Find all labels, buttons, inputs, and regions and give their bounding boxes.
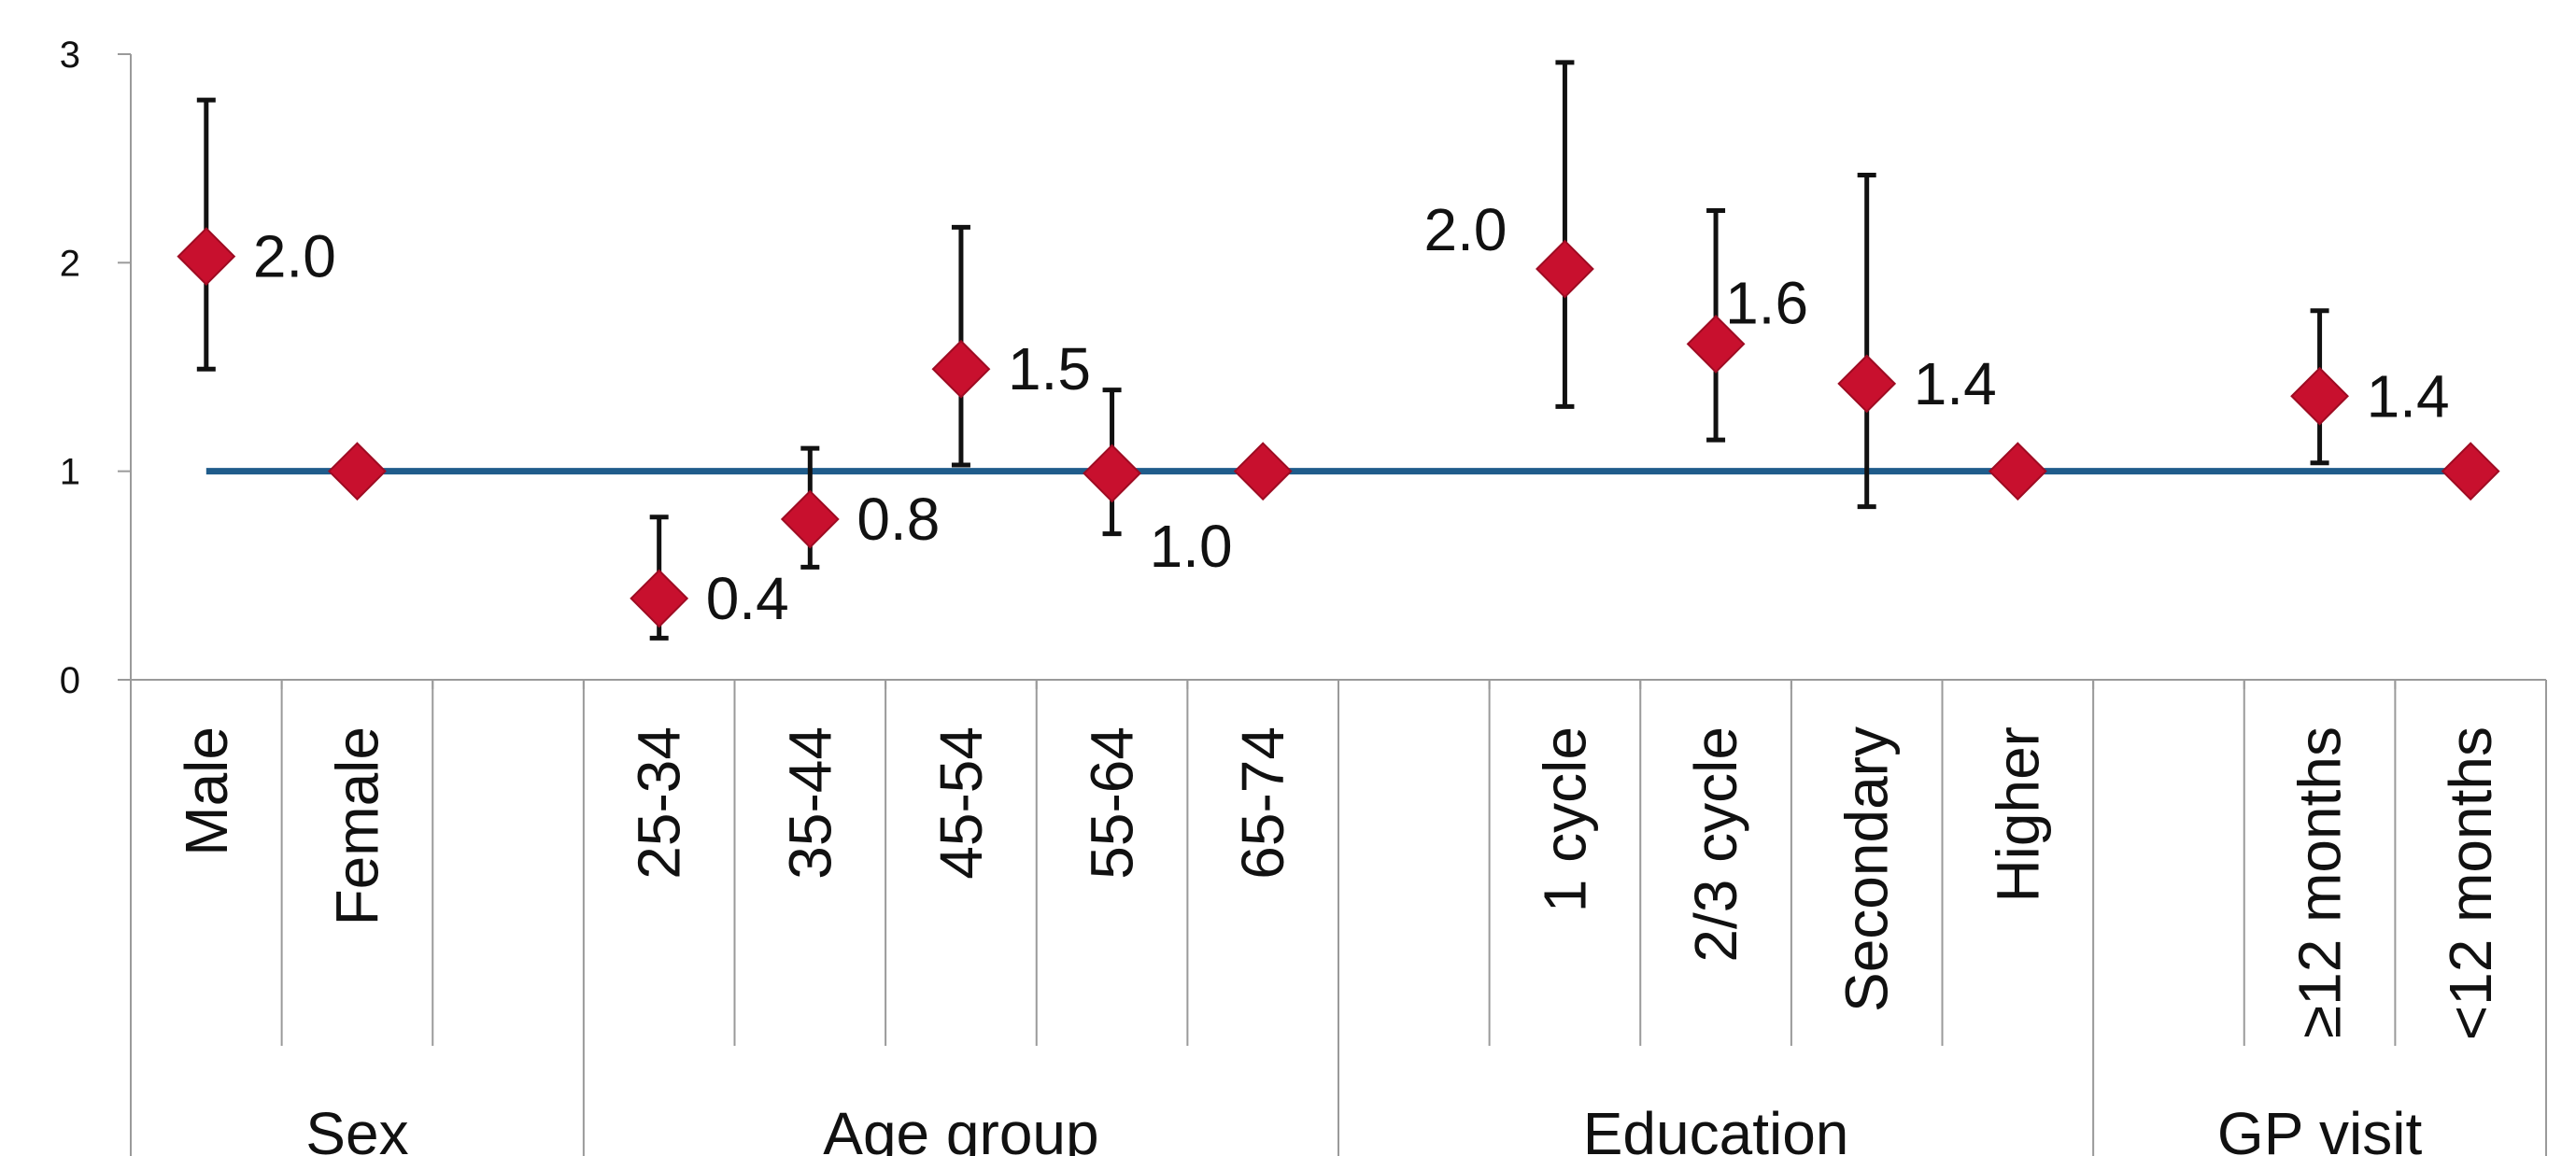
y-axis-ticks: 0 1 2 3 [60,35,131,701]
axes [130,54,2547,1156]
error-bars [196,60,2329,641]
data-point-marker [1988,442,2047,501]
group-label: Sex [305,1100,408,1156]
category-label: Secondary [1833,726,1901,1012]
data-point-marker [630,569,689,628]
data-label: 1.0 [1150,513,1233,580]
data-point-marker [1083,444,1141,503]
y-tick-label: 1 [60,452,80,493]
data-label: 0.4 [706,565,789,632]
category-label: 25-34 [626,726,693,880]
category-label: ≥12 months [2286,726,2354,1038]
data-label: 0.8 [856,486,940,553]
category-label: 1 cycle [1531,726,1598,912]
y-tick-label: 2 [60,243,80,284]
category-label: Higher [1984,726,2051,903]
data-point-marker [177,227,236,287]
category-label: 45-54 [927,726,995,880]
data-point-marker [780,489,840,549]
data-point-marker [2290,366,2349,426]
category-label: Female [323,726,390,925]
data-point-marker [2441,442,2500,501]
group-label: GP visit [2217,1100,2423,1156]
data-label: 2.0 [1423,196,1507,263]
category-label: <12 months [2437,726,2504,1040]
group-label: Education [1583,1100,1849,1156]
data-point-marker [328,442,387,501]
data-label: 2.0 [253,223,336,290]
data-point-marker [1536,239,1594,299]
category-label: 35-44 [776,726,843,880]
category-label: 55-64 [1079,726,1146,880]
y-tick-label: 0 [60,660,80,701]
data-point-marker [1837,354,1897,414]
data-label: 1.5 [1008,335,1091,402]
group-label: Age group [823,1100,1098,1156]
data-point-marker [1686,315,1746,374]
category-label: 65-74 [1229,726,1296,880]
data-label: 1.4 [2367,362,2450,430]
point-markers [177,227,2500,628]
category-label: 2/3 cycle [1682,726,1749,963]
data-label: 1.6 [1725,269,1808,336]
data-label: 1.4 [1914,350,1997,417]
group-labels: Sex Age group Education GP visit [305,1100,2422,1156]
category-label: Male [173,726,240,856]
data-labels: 2.0 0.4 0.8 1.5 1.0 2.0 1.6 1.4 1.4 [253,196,2450,632]
data-point-marker [931,339,991,399]
y-tick-label: 3 [60,35,80,76]
data-point-marker [1233,442,1293,501]
category-labels: Male Female 25-34 35-44 45-54 55-64 65-74 1 cyc… [173,726,2504,1040]
